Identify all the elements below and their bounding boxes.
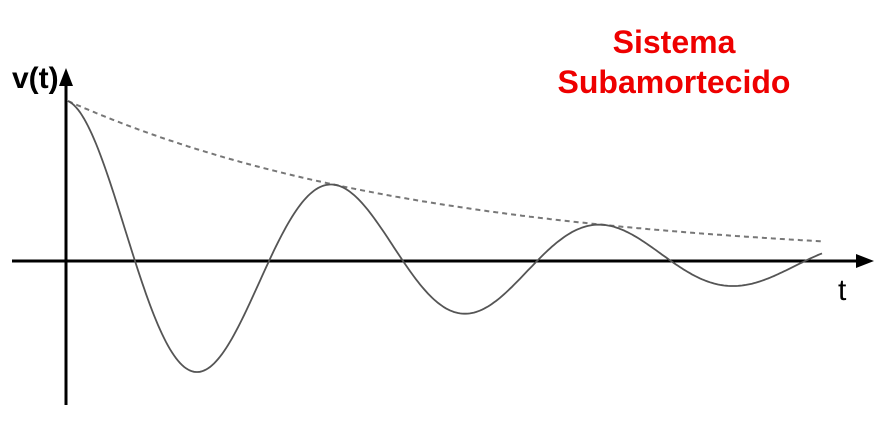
title-line-1: Sistema bbox=[612, 24, 736, 60]
title-line-2: Subamortecido bbox=[557, 64, 791, 100]
x-axis-arrow-icon bbox=[856, 254, 874, 268]
damped-oscillation-curve bbox=[67, 100, 823, 373]
x-axis-label: t bbox=[838, 274, 847, 307]
diagram-title: Sistema Subamortecido bbox=[539, 22, 809, 102]
y-axis-label: v(t) bbox=[12, 62, 59, 95]
decay-envelope bbox=[67, 100, 823, 243]
y-axis-arrow-icon bbox=[59, 68, 73, 86]
